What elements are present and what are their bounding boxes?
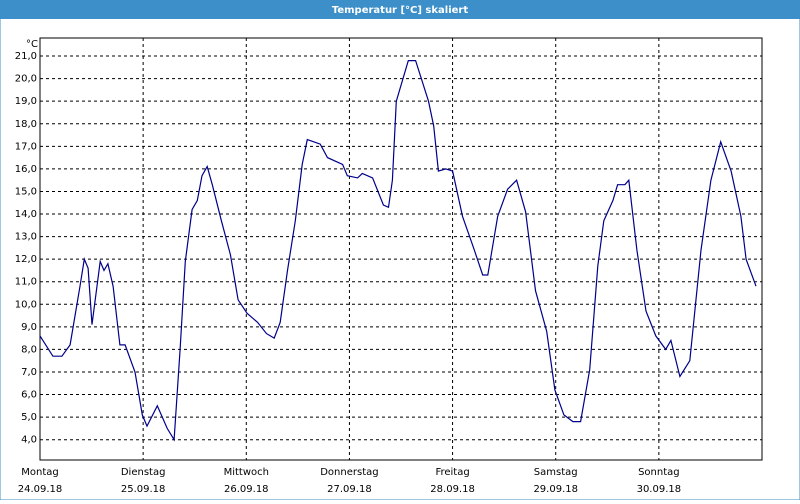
x-tick-label: Montag xyxy=(21,467,58,478)
x-tick-date: 28.09.18 xyxy=(430,484,475,495)
y-tick-label: 11,0 xyxy=(15,277,37,288)
x-tick-date: 25.09.18 xyxy=(121,484,166,495)
x-tick-date: 29.09.18 xyxy=(533,484,578,495)
y-unit: °C xyxy=(26,39,38,50)
x-tick-date: 27.09.18 xyxy=(327,484,372,495)
chart-title: Temperatur [°C] skaliert xyxy=(332,5,469,16)
y-tick-label: 4,0 xyxy=(21,435,37,446)
y-tick-label: 13,0 xyxy=(15,232,37,243)
x-tick-label: Freitag xyxy=(435,467,469,478)
y-tick-label: 5,0 xyxy=(21,412,37,423)
y-tick-label: 9,0 xyxy=(21,322,37,333)
y-tick-label: 12,0 xyxy=(15,254,37,265)
x-tick-label: Dienstag xyxy=(121,467,166,478)
y-tick-label: 21,0 xyxy=(15,51,37,62)
y-tick-label: 8,0 xyxy=(21,344,37,355)
y-tick-label: 14,0 xyxy=(15,209,37,220)
temperature-line xyxy=(39,60,757,442)
y-tick-label: 7,0 xyxy=(21,367,37,378)
y-tick-label: 20,0 xyxy=(15,74,37,85)
x-tick-date: 26.09.18 xyxy=(224,484,269,495)
x-tick-label: Donnerstag xyxy=(320,467,378,478)
y-tick-label: 17,0 xyxy=(15,141,37,152)
title-bar xyxy=(0,0,800,19)
x-tick-date: 24.09.18 xyxy=(18,484,63,495)
y-tick-label: 15,0 xyxy=(15,186,37,197)
x-tick-label: Sonntag xyxy=(638,467,680,478)
y-tick-label: 10,0 xyxy=(15,299,37,310)
y-tick-label: 16,0 xyxy=(15,164,37,175)
y-tick-label: 19,0 xyxy=(15,96,37,107)
x-tick-date: 30.09.18 xyxy=(637,484,682,495)
x-tick-label: Samstag xyxy=(534,467,578,478)
y-tick-label: 6,0 xyxy=(21,390,37,401)
x-tick-label: Mittwoch xyxy=(224,467,269,478)
y-tick-label: 18,0 xyxy=(15,119,37,130)
